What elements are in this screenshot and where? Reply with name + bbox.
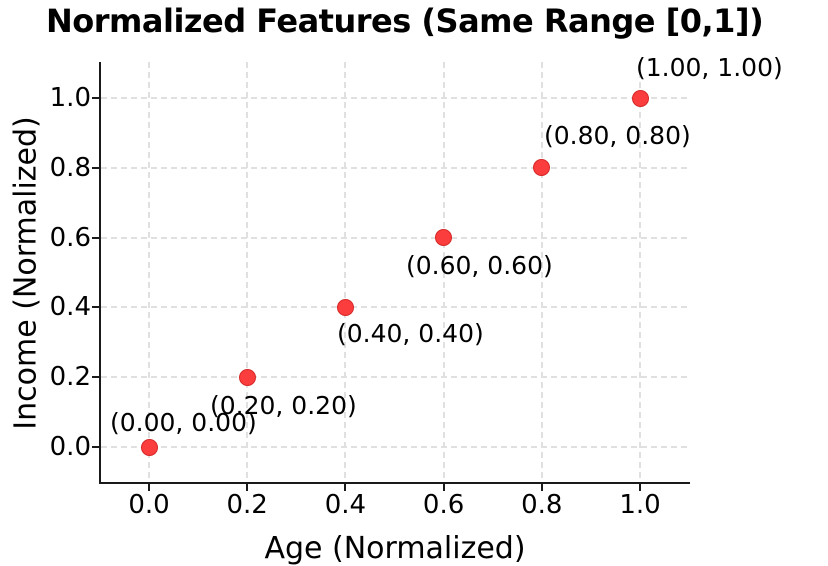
data-point bbox=[336, 298, 354, 316]
gridline-horizontal bbox=[101, 306, 690, 309]
point-annotation: (0.60, 0.60) bbox=[406, 251, 553, 280]
point-annotation: (0.40, 0.40) bbox=[337, 319, 484, 348]
gridline-horizontal bbox=[101, 166, 690, 169]
y-tick-label: 0.4 bbox=[49, 292, 91, 323]
x-tick-label: 0.2 bbox=[226, 490, 268, 520]
point-annotation: (0.00, 0.00) bbox=[110, 408, 257, 437]
x-tick-mark bbox=[246, 484, 249, 491]
x-tick-mark bbox=[344, 484, 347, 491]
point-annotation: (1.00, 1.00) bbox=[636, 53, 783, 82]
chart-title: Normalized Features (Same Range [0,1]) bbox=[46, 2, 764, 40]
y-tick-label: 0.8 bbox=[49, 152, 91, 183]
data-point bbox=[140, 438, 158, 456]
data-point bbox=[533, 159, 551, 177]
gridline-horizontal bbox=[101, 236, 690, 239]
x-tick-mark bbox=[148, 484, 150, 491]
x-tick-label: 0.4 bbox=[324, 490, 367, 520]
x-tick-mark bbox=[540, 484, 543, 491]
x-tick-label: 0.0 bbox=[128, 490, 170, 520]
gridline-vertical bbox=[639, 62, 641, 482]
gridline-vertical bbox=[344, 62, 347, 482]
point-annotation: (0.80, 0.80) bbox=[544, 121, 691, 150]
y-tick-mark bbox=[92, 306, 99, 309]
x-tick-mark bbox=[442, 484, 445, 491]
gridline-vertical bbox=[540, 62, 543, 482]
y-tick-mark bbox=[92, 446, 99, 448]
y-tick-label: 0.0 bbox=[49, 432, 91, 462]
gridline-vertical bbox=[148, 62, 150, 482]
x-tick-label: 1.0 bbox=[619, 490, 661, 520]
x-axis-label: Age (Normalized) bbox=[264, 531, 526, 566]
gridline-horizontal bbox=[101, 376, 690, 379]
data-point bbox=[238, 368, 256, 386]
y-tick-label: 1.0 bbox=[49, 83, 91, 113]
gridline-horizontal bbox=[101, 446, 690, 448]
data-point bbox=[631, 89, 649, 107]
y-tick-label: 0.2 bbox=[49, 362, 91, 393]
gridline-horizontal bbox=[101, 97, 690, 99]
y-tick-mark bbox=[92, 236, 99, 239]
data-point bbox=[435, 229, 453, 247]
y-tick-mark bbox=[92, 166, 99, 169]
x-tick-mark bbox=[639, 484, 641, 491]
y-tick-mark bbox=[92, 376, 99, 379]
x-tick-label: 0.6 bbox=[422, 490, 465, 520]
y-tick-mark bbox=[92, 97, 99, 99]
y-tick-label: 0.6 bbox=[49, 222, 91, 253]
plot-area bbox=[99, 62, 690, 484]
gridline-vertical bbox=[246, 62, 249, 482]
gridline-vertical bbox=[442, 62, 445, 482]
x-tick-label: 0.8 bbox=[521, 490, 563, 520]
point-annotation: (0.20, 0.20) bbox=[210, 391, 357, 420]
